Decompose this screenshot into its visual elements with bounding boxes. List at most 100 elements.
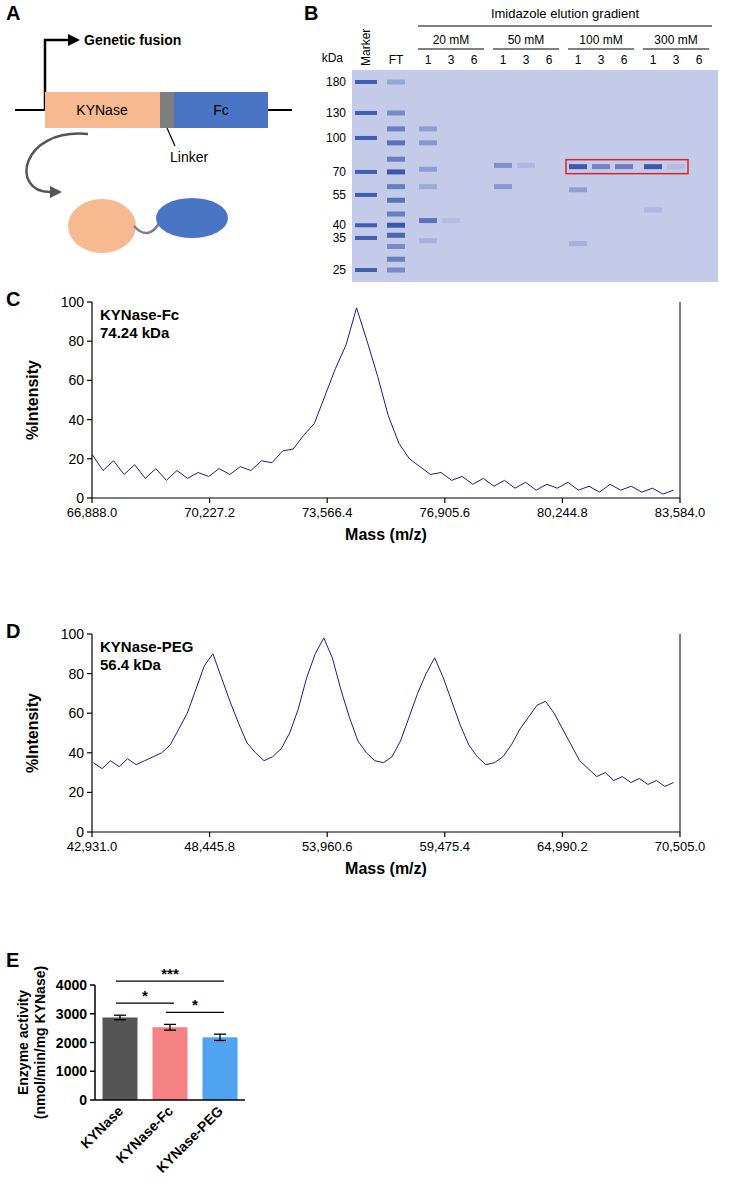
lane-label: 3 [673,53,680,67]
y-tick-label: 3000 [56,1006,87,1022]
marker-band [355,193,377,197]
error-bar-cap [164,1024,176,1025]
x-axis [92,831,680,832]
inset-subtitle: 56.4 kDa [100,656,162,673]
marker-band [355,223,377,227]
spectrum-panel: D02040608010042,931.048,445.853,960.659,… [6,620,705,877]
kynase-box [45,92,160,128]
group-rule [643,49,709,50]
error-bar-cap [164,1029,176,1030]
lane-label: 1 [500,53,507,67]
frame-right [680,634,681,832]
gel-background [352,70,718,282]
lane-label: 6 [696,53,703,67]
error-bar-cap [114,1019,126,1020]
protein-band [387,140,405,145]
y-tick [87,341,92,342]
expression-arrow [26,134,88,192]
marker-size-label: 25 [333,263,347,277]
significance-label: *** [161,965,179,982]
error-bar-cap [214,1040,226,1041]
y-axis-title: Enzyme activity(nmol/min/mg KYNase) [15,966,48,1119]
group-rule [418,49,484,50]
y-tick-label: 80 [68,333,84,349]
protein-band [387,169,405,174]
lane-label: 3 [598,53,605,67]
y-tick-label: 2000 [56,1035,87,1051]
protein-band [387,244,405,249]
y-tick-label: 100 [61,294,85,310]
y-tick [87,752,92,753]
bar [103,1017,138,1100]
x-tick [679,832,680,837]
group-label: 20 mM [433,33,470,47]
x-tick-label: 53,960.6 [302,839,353,854]
fc-box [174,92,268,128]
protein-band [615,164,633,169]
x-axis-title: Mass (m/z) [345,860,427,877]
x-tick-label: 64,990.2 [537,839,588,854]
lane-label: 3 [448,53,455,67]
y-tick [87,497,92,498]
marker-lane-label: Marker [359,29,373,66]
y-tick-label: 20 [68,451,84,467]
protein-band [419,140,437,145]
y-tick [87,633,92,634]
y-tick [87,673,92,674]
panel-label: B [304,2,318,24]
spectrum-panel: C02040608010066,888.070,227.273,566.476,… [6,288,705,543]
spectrum-line [93,638,673,787]
x-tick-label: 66,888.0 [67,505,118,520]
x-tick-label: 80,244.8 [537,505,588,520]
protein-band [569,164,587,169]
marker-size-label: 35 [333,231,347,245]
y-tick-label: 100 [61,626,85,642]
x-axis-title: Mass (m/z) [345,526,427,543]
figure: AGenetic fusionKYNaseFcLinkerBImidazole … [0,0,732,1199]
y-tick [87,419,92,420]
y-tick [87,831,92,832]
y-tick [87,458,92,459]
y-tick-label: 1000 [56,1063,87,1079]
y-tick [90,1071,95,1073]
y-tick-label: 20 [68,784,84,800]
x-tick [444,498,445,503]
x-tick [209,498,210,503]
lane-label: 6 [471,53,478,67]
x-tick [327,832,328,837]
group-rule [568,49,634,50]
x-category-label: KYNase-PEG [153,1103,226,1176]
lane-label: 1 [425,53,432,67]
error-bar [164,1024,176,1030]
x-tick [562,832,563,837]
y-tick [87,713,92,714]
error-bar [114,1015,126,1020]
inset-title: KYNase-Fc [100,306,179,323]
fc-label: Fc [213,102,229,118]
x-tick-label: 70,227.2 [184,505,235,520]
linker-box [160,92,174,128]
y-tick-label: 40 [68,745,84,761]
y-tick [87,301,92,302]
protein-band [644,207,662,212]
x-tick [444,832,445,837]
y-tick-label: 0 [79,1092,87,1108]
x-tick [209,832,210,837]
protein-band [387,212,405,217]
bar [153,1027,188,1100]
lane-label: FT [389,53,404,67]
marker-size-label: 70 [333,165,347,179]
marker-size-label: 100 [326,131,346,145]
protein-band [387,126,405,131]
lane-label: 1 [575,53,582,67]
highlight-box [566,160,688,174]
protein-band [387,157,405,162]
protein-band [419,167,437,172]
protein-band [387,184,405,189]
x-tick-label: 59,475.4 [419,839,470,854]
fc-domain [156,198,228,238]
bar-panel: E01000200030004000KYNaseKYNase-FcKYNase-… [6,949,245,1176]
y-tick-label: 0 [76,490,84,506]
marker-band [355,236,377,240]
error-bar-stem [219,1034,220,1040]
